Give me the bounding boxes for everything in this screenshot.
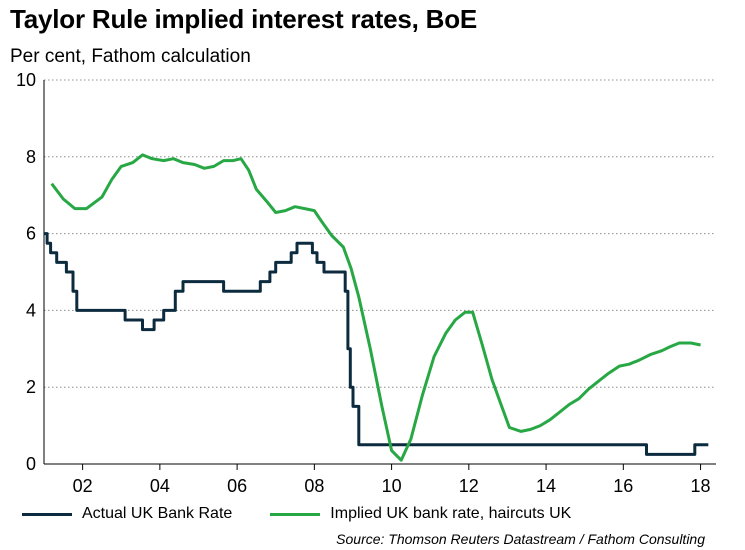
y-tick-label-8: 8 (26, 147, 36, 167)
legend-label-implied: Implied UK bank rate, haircuts UK (330, 505, 572, 522)
x-tick-label-04: 04 (150, 476, 170, 496)
x-tick-label-06: 06 (227, 476, 247, 496)
x-tick-label-02: 02 (73, 476, 93, 496)
x-tick-label-12: 12 (459, 476, 479, 496)
series-line-actual-bank-rate (44, 232, 709, 456)
x-tick-label-16: 16 (613, 476, 633, 496)
legend-swatch-implied (270, 512, 321, 516)
chart-title: Taylor Rule implied interest rates, BoE (10, 4, 478, 34)
x-tick-label-10: 10 (382, 476, 402, 496)
series-line-implied-bank-rate (50, 153, 701, 462)
legend-swatch-actual (22, 512, 72, 516)
y-tick-label-4: 4 (26, 300, 36, 320)
y-tick-label-2: 2 (26, 377, 36, 397)
legend: Actual UK Bank Rate Implied UK bank rate… (22, 505, 609, 523)
x-tick-label-08: 08 (304, 476, 324, 496)
chart-subtitle: Per cent, Fathom calculation (10, 46, 251, 67)
legend-label-actual: Actual UK Bank Rate (82, 505, 233, 522)
source-note: Source: Thomson Reuters Datastream / Fat… (336, 531, 705, 547)
legend-item-implied: Implied UK bank rate, haircuts UK (270, 505, 571, 523)
legend-item-actual: Actual UK Bank Rate (22, 505, 232, 523)
x-tick-label-18: 18 (691, 476, 711, 496)
y-tick-label-0: 0 (26, 454, 36, 474)
y-tick-label-6: 6 (26, 224, 36, 244)
y-tick-label-10: 10 (16, 70, 36, 90)
x-tick-label-14: 14 (536, 476, 556, 496)
